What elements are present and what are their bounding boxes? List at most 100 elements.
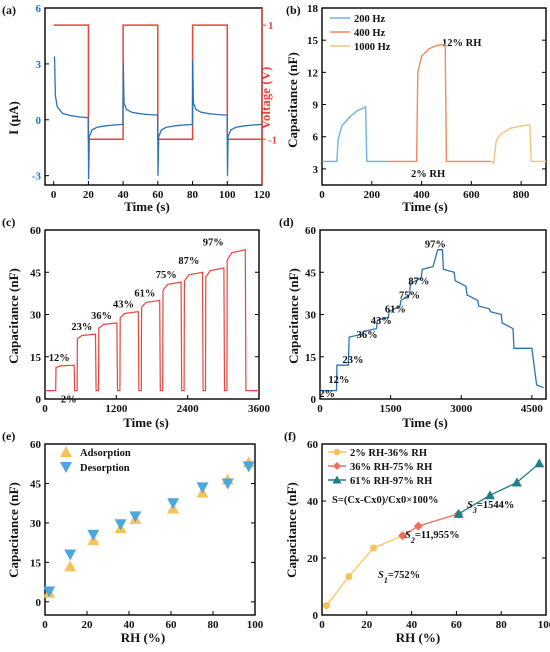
panel-d-capacitance-line (320, 249, 544, 392)
panel-e-ytick-label: 0 (36, 597, 42, 609)
panel-a-xtick-label: 60 (152, 189, 164, 201)
panel-f-legend-label: 2% RH-36% RH (350, 448, 427, 459)
panel-a-xtick-label: 120 (254, 189, 271, 201)
panel-c-ylabel: Capacitance (nF) (6, 268, 21, 364)
panel-e-xtick-label: 80 (208, 619, 220, 631)
panel-c-level-label: 23% (71, 322, 92, 333)
panel-f-plot-frame (321, 443, 547, 616)
panel-f-s3-annotation: S3=1544% (467, 500, 514, 515)
panel-b-xtick-label: 200 (364, 189, 381, 201)
panel-f-marker (322, 602, 330, 610)
panel-e-label: (e) (2, 429, 15, 443)
panel-a-y2tick-label: 1 (268, 20, 274, 32)
panel-b-legend-label: 1000 Hz (354, 42, 391, 53)
panel-e-ytick-label: 30 (30, 518, 42, 530)
panel-f-marker (370, 544, 378, 552)
panel-b-legend-label: 200 Hz (354, 14, 386, 25)
panel-c-level-label: 97% (203, 238, 224, 249)
panel-b-legend-label: 400 Hz (354, 28, 386, 39)
panel-e-desorption-marker (167, 498, 180, 510)
panel-c-xtick-label: 3600 (248, 403, 271, 415)
panel-a-xtick-label: 40 (118, 189, 130, 201)
panel-c-xlabel: Time (s) (123, 415, 169, 430)
panel-c: (c) Capacitance (nF) Time (s) 0 1200 2400 3… (2, 215, 271, 430)
panel-a-label: (a) (2, 3, 16, 17)
panel-f-series-line (325, 535, 403, 606)
panel-b-ytick-label: 3 (313, 164, 319, 176)
panel-d-level-label: 87% (408, 276, 429, 287)
panel-c-label: (c) (2, 215, 15, 229)
panel-e-ytick-label: 60 (30, 439, 42, 451)
panel-a-xtick-label: 0 (51, 189, 57, 201)
panel-e-xtick-label: 0 (42, 619, 48, 631)
panel-f-xtick-label: 60 (451, 619, 463, 631)
panel-f-xtick-label: 80 (496, 619, 508, 631)
panel-c-capacitance-line (45, 248, 259, 392)
panel-c-xtick-label: 2400 (177, 403, 200, 415)
panel-e-ylabel: Capacitance (nF) (6, 482, 21, 578)
panel-e-xlabel: RH (%) (121, 630, 165, 645)
panel-f-formula: S=(Cx-Cx0)/Cx0×100% (332, 495, 438, 506)
panel-a-current-line (53, 56, 263, 180)
panel-d-ylabel: Capacitance (nF) (286, 268, 301, 364)
panel-d-level-label: 61% (385, 305, 406, 316)
panel-a-xlabel: Time (s) (124, 199, 170, 214)
panel-b-plot-frame (321, 7, 547, 186)
panel-f-ytick-label: 40 (307, 496, 319, 508)
panel-e: (e) Capacitance (nF) RH (%) 0 20 40 60 80 100… (2, 429, 264, 645)
panel-f-xlabel: RH (%) (396, 630, 440, 645)
panel-d-level-label: 43% (371, 316, 392, 327)
panel-d-plot-frame (319, 229, 547, 400)
panel-f-legend-label: 61% RH-97% RH (350, 476, 432, 487)
panel-f-s1-annotation: S1=752% (378, 570, 420, 585)
panel-c-ytick-label: 0 (36, 394, 42, 406)
panel-c-xtick-label: 0 (42, 403, 48, 415)
panel-a-ytick-label: 6 (36, 3, 42, 15)
panel-f-marker (453, 508, 464, 518)
panel-a-y2label: Voltage (V) (258, 67, 273, 130)
panel-d-xtick-label: 4500 (521, 403, 544, 415)
panel-d-level-label: 23% (342, 355, 363, 366)
panel-b-xtick-label: 400 (413, 189, 430, 201)
panel-e-legend-label: Adsorption (80, 448, 131, 459)
panel-f-xtick-label: 100 (538, 619, 550, 631)
panel-e-desorption-marker (129, 511, 142, 523)
panel-d-level-label: 97% (425, 240, 446, 251)
panel-c-level-label: 12% (49, 353, 70, 364)
panel-d-xtick-label: 1500 (380, 403, 403, 415)
panel-b-xlabel: Time (s) (402, 199, 448, 214)
panel-d-ytick-label: 0 (311, 394, 317, 406)
panel-e-legend-label: Desorption (80, 463, 130, 474)
panel-f-ylabel: Capacitance (nF) (284, 482, 299, 578)
panel-e-adsorption-marker (60, 446, 72, 457)
panel-f-legend-label: 36% RH-75% RH (350, 462, 432, 473)
panel-e-xtick-label: 100 (247, 619, 264, 631)
panel-a-y2tick-label: -1 (268, 134, 277, 146)
panel-f-xtick-label: 40 (406, 619, 418, 631)
panel-c-ytick-label: 15 (30, 352, 42, 364)
panel-f-series-line (458, 462, 540, 515)
panel-c-baseline-label: 2% (61, 395, 77, 406)
panel-b-ytick-label: 18 (307, 3, 319, 15)
panel-e-desorption-marker (60, 462, 72, 473)
panel-e-desorption-marker (87, 529, 100, 541)
panel-e-plot-frame (44, 443, 256, 616)
panel-c-ytick-label: 45 (30, 267, 42, 279)
panel-e-adsorption-marker (64, 560, 77, 572)
panel-b-label: (b) (286, 3, 301, 17)
panel-b-series-line (490, 124, 546, 165)
panel-a-ytick-label: -3 (32, 171, 42, 183)
panel-b-xtick-label: 0 (319, 189, 325, 201)
panel-d-ytick-label: 30 (305, 310, 317, 322)
panel-b-xtick-label: 600 (463, 189, 480, 201)
panel-d-xlabel: Time (s) (402, 415, 448, 430)
panel-d-ytick-label: 45 (305, 267, 317, 279)
panel-f-s2-annotation: S2=11,955% (405, 530, 460, 545)
panel-e-desorption-marker (114, 519, 127, 531)
panel-f-marker (534, 458, 545, 468)
panel-a-ylabel: I (μA) (6, 101, 21, 135)
panel-f-ytick-label: 0 (313, 610, 319, 622)
panel-b-ytick-label: 6 (313, 132, 319, 144)
panel-b-series-line (322, 105, 390, 163)
